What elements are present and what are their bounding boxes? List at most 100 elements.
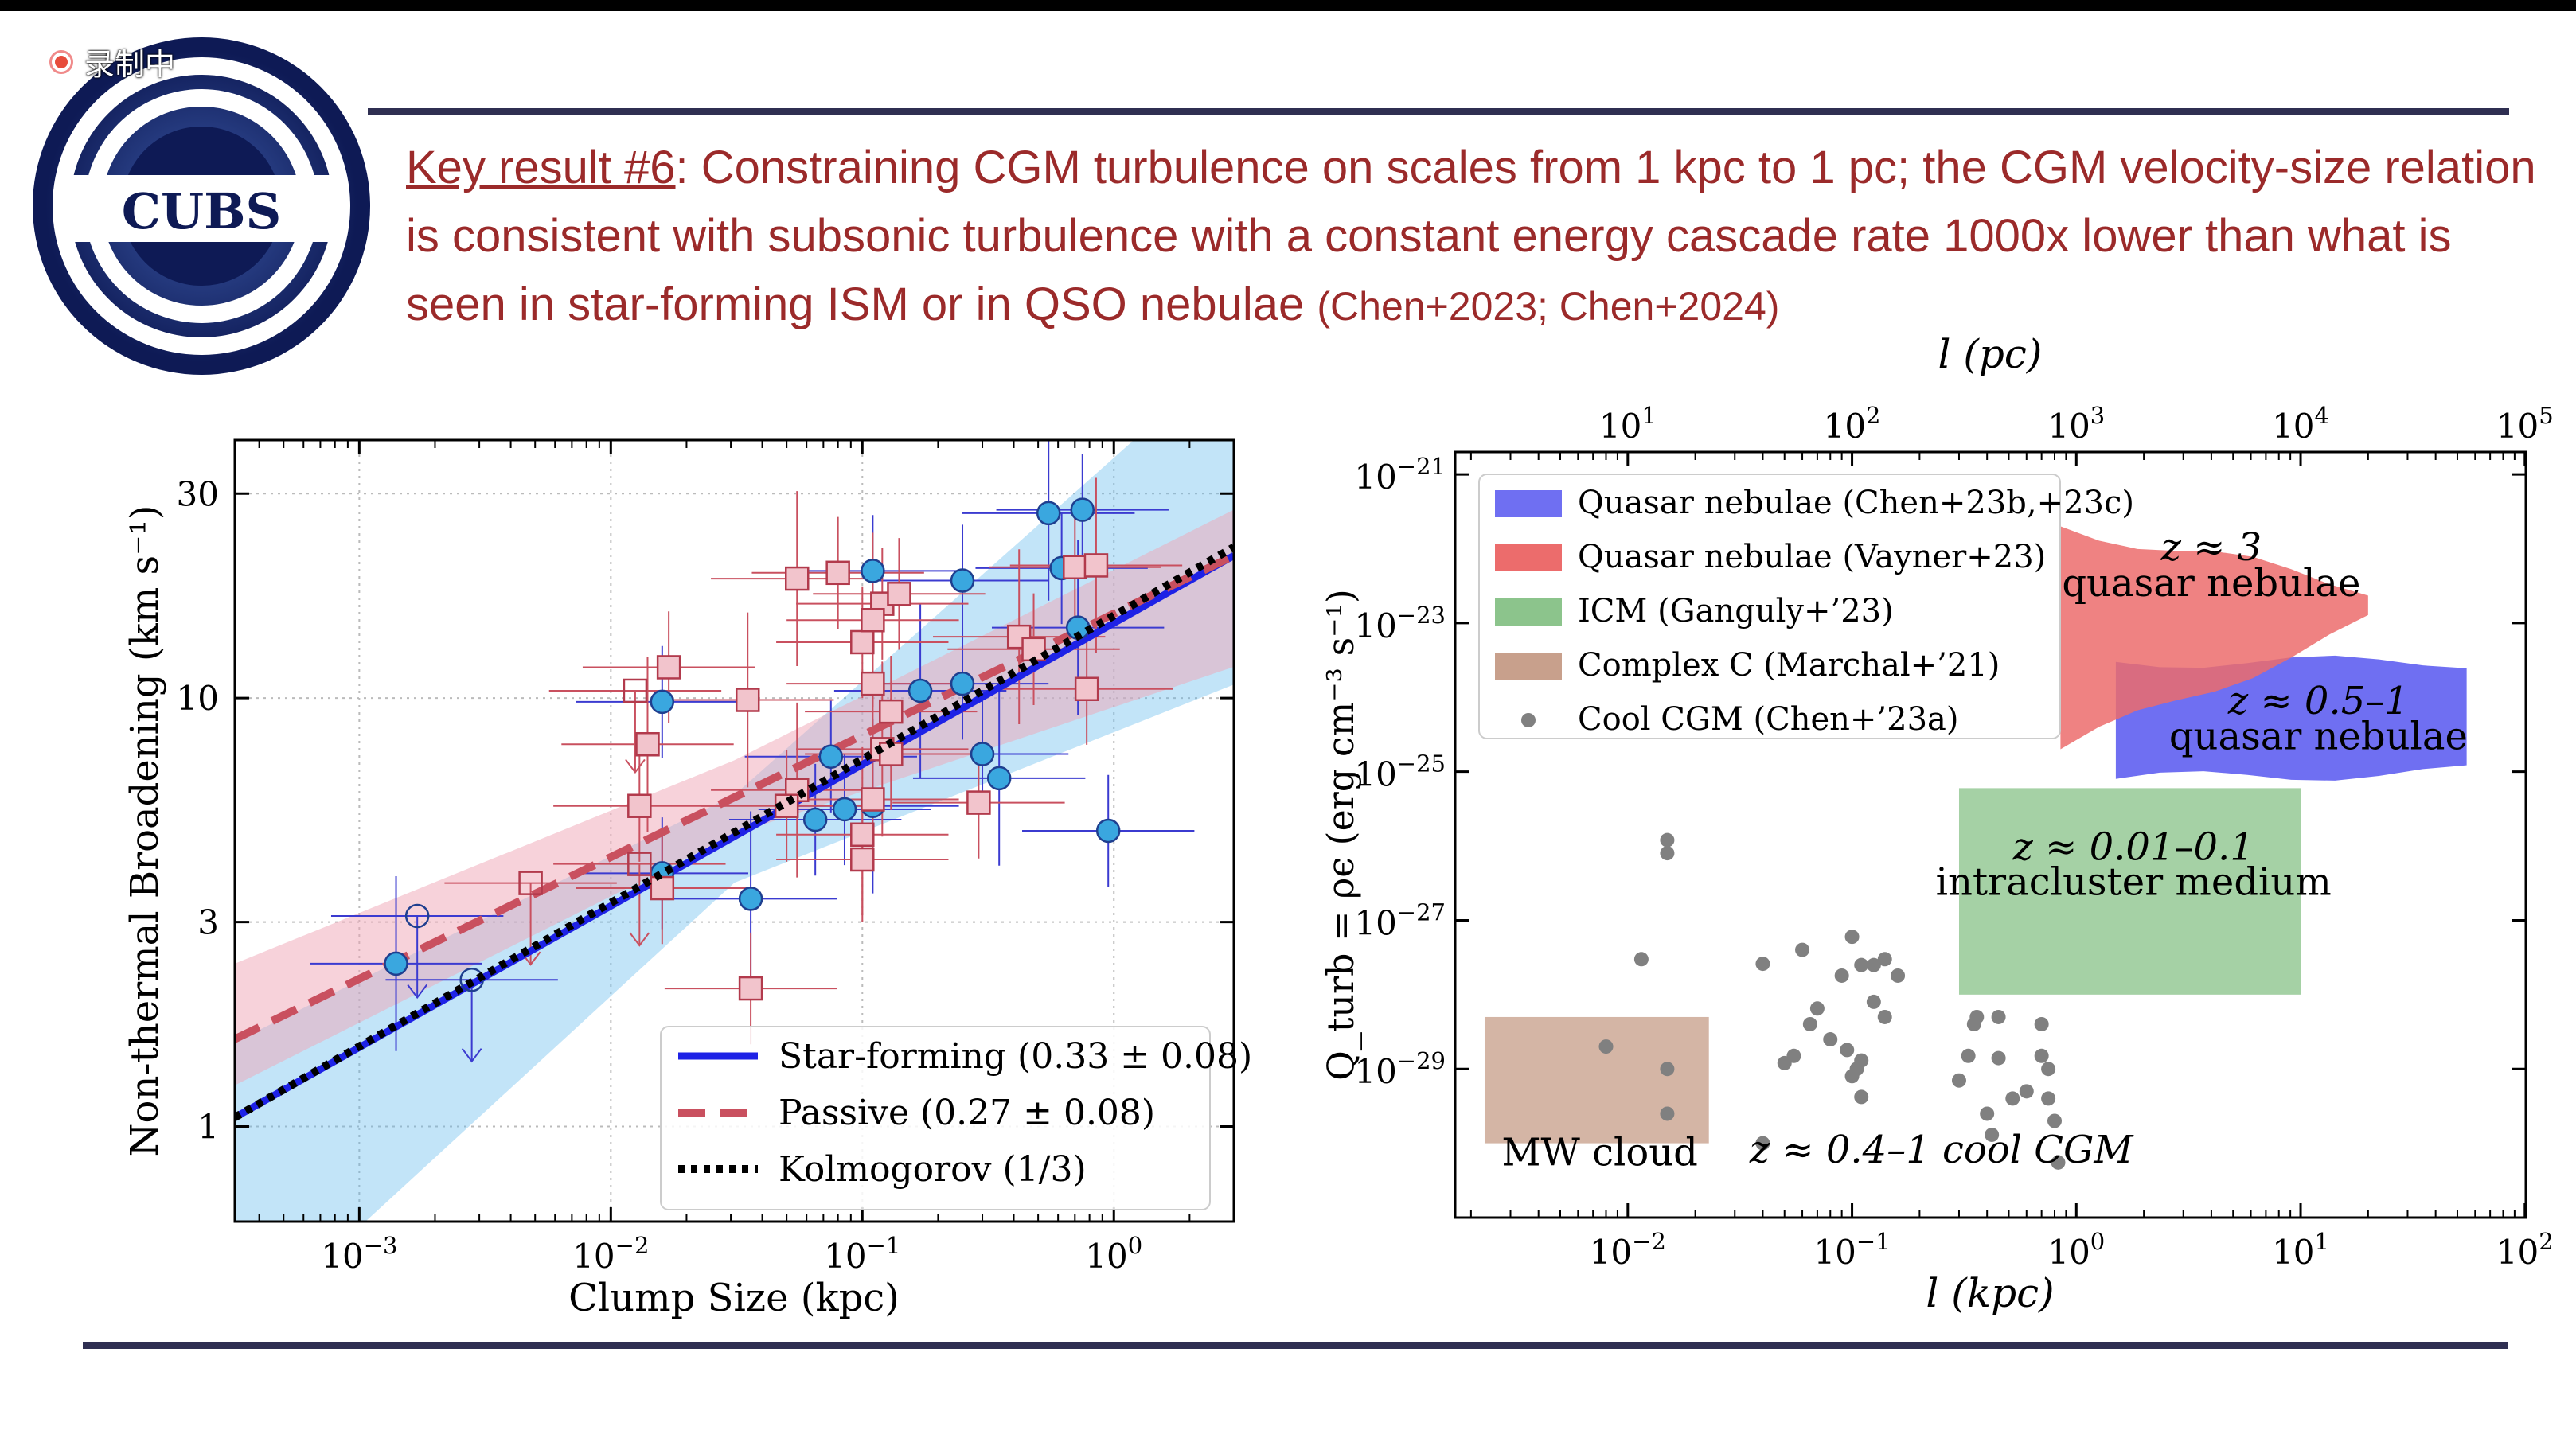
passive-point [850, 629, 875, 655]
record-icon [49, 49, 73, 74]
x2-tick-label: 102 [1824, 402, 1881, 446]
passive-point [850, 822, 875, 848]
star-forming-point [650, 689, 675, 715]
y-tick-label: 10−25 [1354, 750, 1446, 794]
y-tick-label: 3 [197, 903, 219, 942]
recording-label: 录制中 [84, 47, 176, 82]
passive-point [735, 688, 760, 712]
passive-point [966, 790, 991, 815]
passive-point [1063, 555, 1087, 579]
cool-cgm-point [1840, 1043, 1855, 1058]
x2-tick-label: 105 [2496, 402, 2554, 446]
cool-cgm-point [1660, 832, 1675, 848]
x2-tick-label: 101 [1599, 402, 1657, 446]
passive-point [656, 655, 681, 680]
legend-icm: ICM (Ganguly+’23) [1578, 593, 1894, 629]
star-forming-point [950, 568, 975, 593]
x-axis-label-bottom: l (kpc) [1926, 1270, 2054, 1316]
y-tick-label: 10−23 [1354, 602, 1446, 645]
cubs-logo: CUBS [33, 37, 370, 375]
cool-cgm-point [1877, 1009, 1892, 1024]
cool-cgm-point [1598, 1039, 1614, 1054]
cool-cgm-point [1823, 1032, 1838, 1047]
cool-cgm-point [1991, 1050, 2006, 1066]
passive-point [1083, 553, 1109, 578]
passive-point [635, 731, 660, 757]
star-forming-point [1095, 818, 1121, 844]
x2-tick-label: 104 [2272, 402, 2329, 446]
cool-cgm-point [2051, 1155, 2066, 1170]
cool-cgm-point [1854, 957, 1869, 972]
passive-point [861, 787, 885, 812]
cool-cgm-point [1961, 1048, 1976, 1063]
passive-limit-point [627, 852, 652, 876]
x-axis-label: Clump Size (kpc) [568, 1276, 900, 1320]
icm-sublabel: intracluster medium [1936, 859, 2332, 904]
upper-limit-arrowhead [461, 1048, 482, 1063]
energy-cascade-chart: 10−2 101 10−1 102 100 103 101 104 102 105 10−21 10−… [1319, 334, 2554, 1316]
chart2-legend: Quasar nebulae (Chen+23b,+23c) Quasar ne… [1478, 474, 2134, 739]
key-result-body: : Constraining CGM turbulence on scales … [406, 142, 2536, 330]
cool-cgm-point [1755, 957, 1770, 972]
cool-cgm-point [1795, 942, 1810, 957]
passive-point [879, 699, 904, 724]
key-result-text: Key result #6: Constraining CGM turbulen… [406, 134, 2555, 341]
cool-cgm-point [2005, 1091, 2020, 1106]
x-tick-label: 100 [2047, 1228, 2105, 1272]
recording-indicator[interactable]: 录制中 [49, 40, 175, 84]
y-axis-label: Non-thermal Broadening (km s⁻¹) [123, 505, 167, 1157]
upper-limit-arrowhead [629, 932, 650, 947]
cool-cgm-point [1985, 1127, 2000, 1142]
star-forming-point [1070, 497, 1095, 522]
star-forming-point [986, 766, 1012, 791]
legend-qso-chen: Quasar nebulae (Chen+23b,+23c) [1578, 485, 2134, 521]
complex-c-region [1484, 1016, 1709, 1144]
mw-cloud-label: MW cloud [1501, 1131, 1698, 1175]
legend-qso-chen-swatch [1495, 490, 1562, 517]
velocity-size-chart: 10−3 10−2 10−1 100 1 3 10 30 Clump Size (kpc) N… [123, 438, 1252, 1320]
cool-cgm-point [1951, 1073, 1966, 1088]
passive-point [1074, 676, 1099, 701]
x-tick-label: 10−2 [1590, 1228, 1666, 1272]
icm-label: z ≈ 0.01–0.1 [2012, 825, 2254, 870]
x-tick-label: 10−1 [1813, 1228, 1890, 1272]
x-tick-label: 10−2 [572, 1232, 649, 1276]
star-forming-point [802, 807, 828, 832]
legend-passive: Passive (0.27 ± 0.08) [779, 1093, 1155, 1133]
top-rule [368, 108, 2509, 115]
icm-region [1958, 788, 2301, 995]
region-labels: z ≈ 3 quasar nebulae z ≈ 0.5–1 quasar ne… [1501, 525, 2468, 1175]
cool-cgm-point [1991, 1009, 2006, 1024]
cool-cgm-point [1834, 968, 1849, 983]
cool-cgm-point [1660, 1062, 1675, 1077]
qso-z3-sublabel: quasar nebulae [2062, 561, 2360, 606]
upper-limit-arrowhead [625, 758, 646, 774]
legend-qso-vayner: Quasar nebulae (Vayner+23) [1578, 539, 2046, 575]
cool-cgm-point [1891, 968, 1906, 983]
cool-cgm-point [1660, 846, 1675, 861]
passive-point [627, 793, 652, 818]
cool-cgm-point [2047, 1113, 2062, 1128]
cool-cgm-point [1854, 1089, 1869, 1105]
logo-text: CUBS [122, 182, 282, 240]
cool-cgm-point [2019, 1084, 2034, 1099]
x-tick-label: 101 [2272, 1228, 2329, 1272]
passive-point [650, 875, 675, 901]
cool-cgm-point [1802, 1016, 1817, 1031]
quasar-nebulae-vayner-region [2060, 526, 2368, 750]
cool-cgm-point [1660, 1106, 1675, 1121]
cool-cgm-point [1854, 1053, 1869, 1068]
cool-cgm-point [1809, 1001, 1825, 1016]
star-forming-point [1036, 501, 1061, 526]
star-forming-point [384, 951, 408, 976]
passive-point [887, 582, 911, 606]
y-axis-label: Q_turb = ρϵ (erg cm⁻³ s⁻¹) [1319, 589, 1362, 1081]
star-forming-point [950, 671, 975, 696]
star-forming-point [738, 887, 763, 911]
star-forming-point [832, 797, 857, 822]
cool-cgm-label: z ≈ 0.4–1 cool CGM [1749, 1128, 2135, 1172]
legend-qso-vayner-swatch [1495, 544, 1562, 571]
star-forming-point [907, 678, 933, 703]
passive-point [825, 560, 850, 586]
passive-limit-point [518, 871, 543, 895]
